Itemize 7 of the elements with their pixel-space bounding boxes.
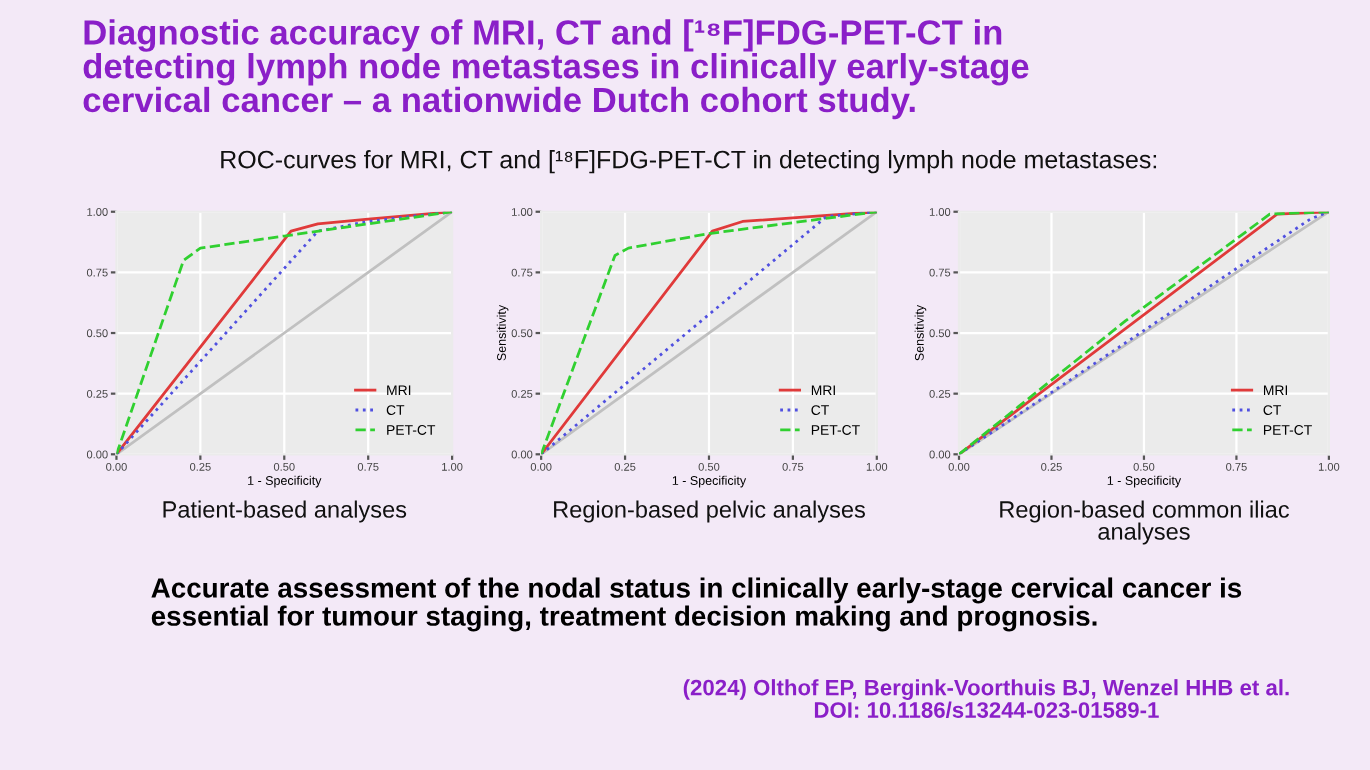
text: Patient-based analyses <box>163 500 407 523</box>
text: Region-based common iliac analyses <box>1000 500 1290 545</box>
text: Diagnostic accuracy of MRI, CT and [¹⁸F]FDG-PET-CT in detecting lymph node metastases in clinically early-stage cervical cancer – a nationwide Dutch cohort study. <box>83 19 1029 120</box>
text: Accurate assessment of the nodal status in clinically early-stage cervical cancer is essential for tumour staging, treatment decision making and prognosis. <box>151 577 1242 632</box>
text: (2024) Olthof EP, Bergink-Voorthuis BJ, Wenzel HHB et al. DOI: 10.1186/s13244-023-01589-1 <box>683 679 1289 719</box>
text: Region-based pelvic analyses <box>554 500 865 523</box>
text: ROC-curves for MRI, CT and [¹⁸F]FDG-PET-CT in detecting lymph node metastases: <box>221 150 1157 174</box>
